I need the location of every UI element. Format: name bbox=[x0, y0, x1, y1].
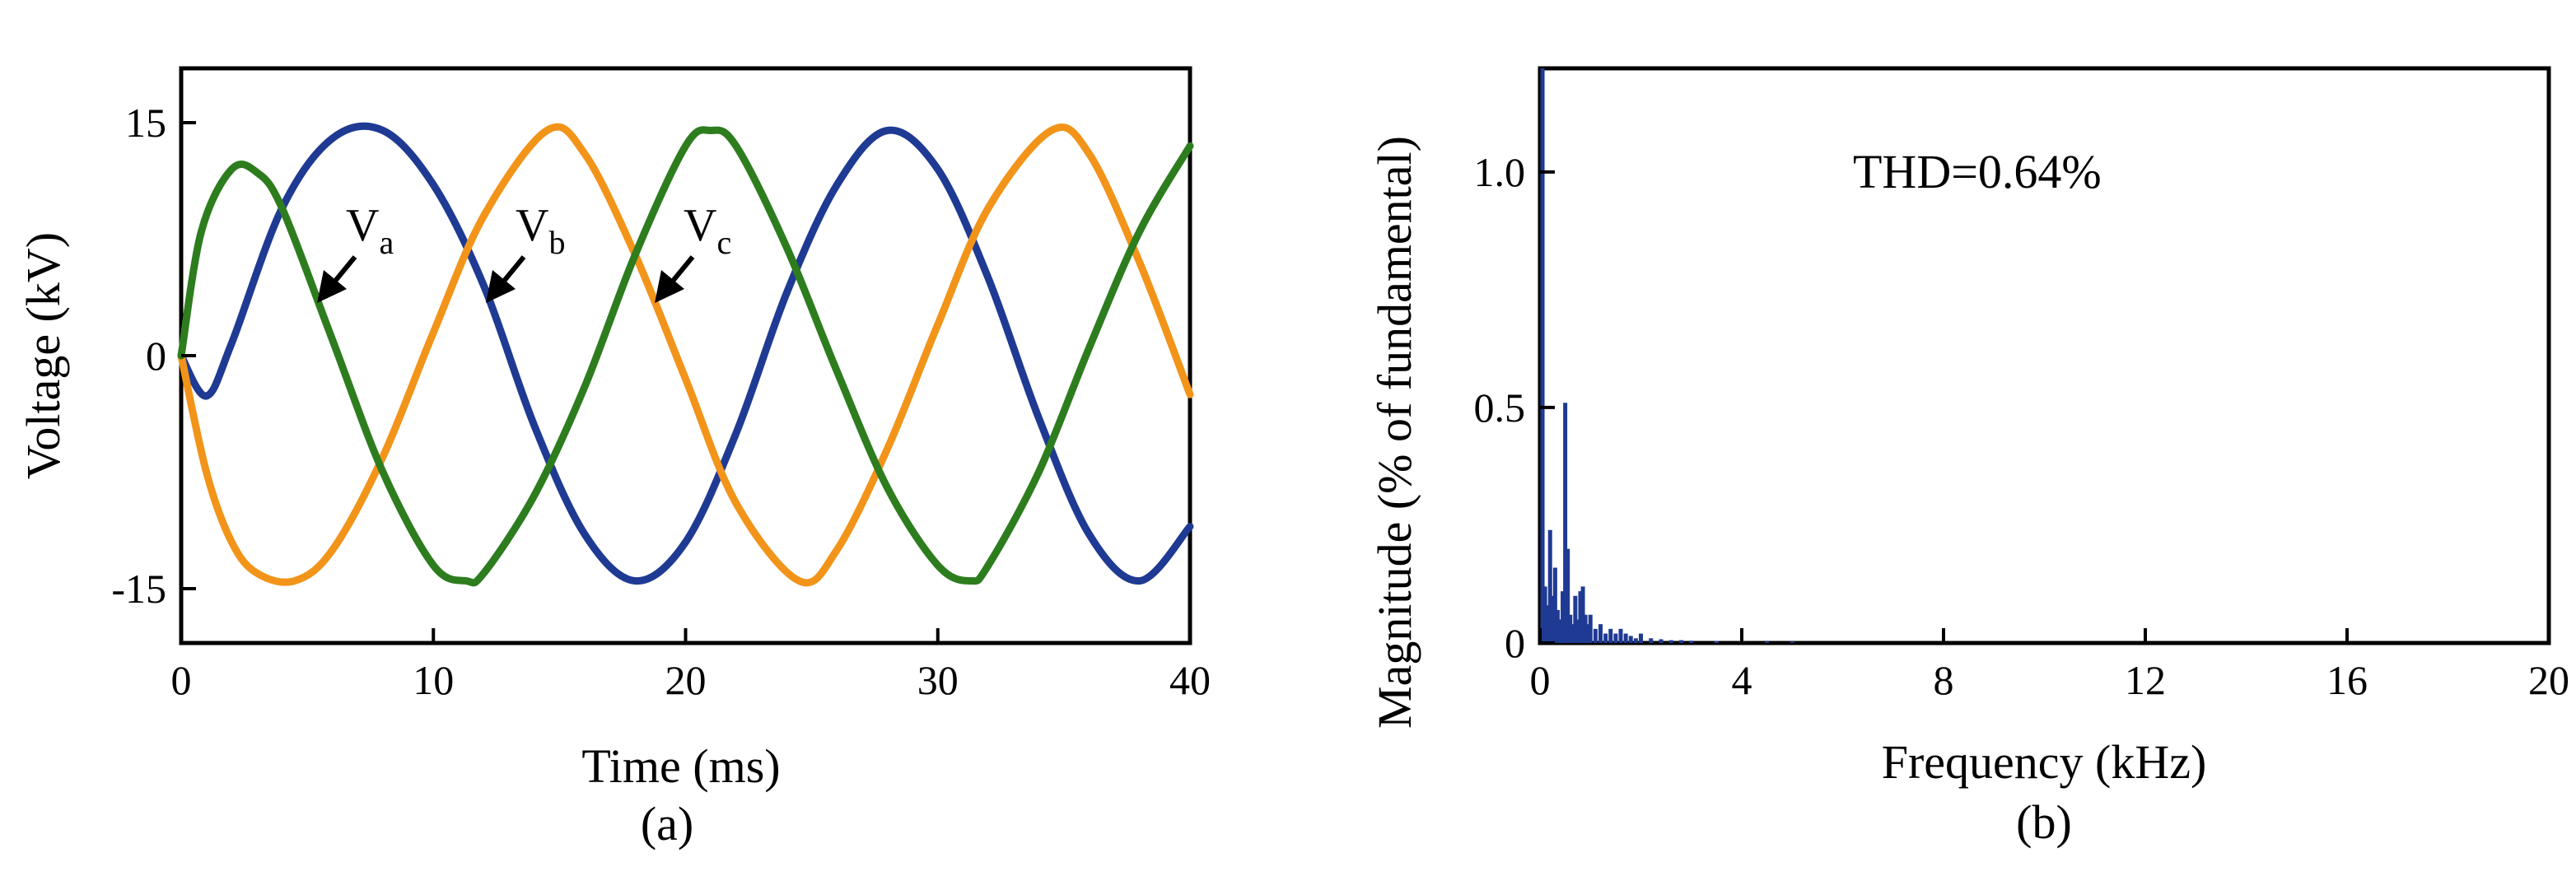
panel-b-bars-group bbox=[1540, 68, 1794, 643]
panel-a-xlabel: Time (ms) bbox=[581, 739, 780, 793]
panel-a-series-group bbox=[177, 122, 1194, 587]
arrow-head bbox=[486, 270, 516, 303]
x-tick-label: 8 bbox=[1934, 657, 1954, 703]
x-tick-label: 0 bbox=[1530, 657, 1551, 703]
series-label-main: V bbox=[684, 200, 716, 251]
panel-a-plot-frame bbox=[179, 66, 1192, 645]
series-label-sub: c bbox=[716, 224, 731, 261]
x-tick-label: 10 bbox=[413, 657, 454, 703]
x-tick-label: 20 bbox=[2528, 657, 2569, 703]
y-tick-label: 0.5 bbox=[1474, 384, 1526, 431]
x-tick-label: 12 bbox=[2125, 657, 2166, 703]
x-tick-label: 16 bbox=[2326, 657, 2368, 703]
panel-b-plot-frame bbox=[1538, 66, 2551, 645]
arrow-head bbox=[317, 270, 347, 303]
arrow-annotation-va: Va bbox=[317, 200, 394, 303]
panel-b-panel-label: (b) bbox=[2016, 795, 2072, 849]
x-tick-label: 30 bbox=[917, 657, 959, 703]
arrow-annotation-vb: Vb bbox=[486, 200, 565, 303]
panel-b-ticks: 0 4 8 12 16 20 0 0.5 1.0 bbox=[1474, 149, 2570, 703]
series-label-main: V bbox=[346, 200, 379, 251]
x-tick-label: 20 bbox=[665, 657, 707, 703]
arrow-head bbox=[655, 270, 684, 303]
arrow-annotation-vc: Vc bbox=[655, 200, 731, 303]
y-tick-label: -15 bbox=[111, 566, 166, 612]
series-label-vb: Vb bbox=[516, 200, 565, 261]
series-label-main: V bbox=[516, 200, 548, 251]
panel-a-ylabel: Voltage (kV) bbox=[16, 232, 70, 479]
panel-b-spectrum-chart: 0 4 8 12 16 20 0 0.5 1.0 THD=0.64% Frequency (kH… bbox=[1368, 66, 2570, 849]
y-tick-label: 1.0 bbox=[1474, 149, 1526, 195]
series-line-vc bbox=[177, 126, 1194, 587]
x-tick-label: 4 bbox=[1732, 657, 1752, 703]
y-tick-label: 0 bbox=[1505, 620, 1525, 666]
series-label-vc: Vc bbox=[684, 200, 731, 261]
x-tick-label: 0 bbox=[171, 657, 192, 703]
x-tick-label: 40 bbox=[1169, 657, 1211, 703]
panel-a-annotations: Va Vb Vc bbox=[317, 200, 731, 303]
y-tick-label: 15 bbox=[125, 100, 166, 146]
series-label-sub: b bbox=[548, 224, 565, 261]
panel-b-ylabel: Magnitude (% of fundamental) bbox=[1368, 136, 1421, 729]
panel-a-panel-label: (a) bbox=[641, 797, 693, 850]
panel-b-xlabel: Frequency (kHz) bbox=[1882, 735, 2207, 789]
series-label-va: Va bbox=[346, 200, 394, 261]
y-tick-label: 0 bbox=[146, 333, 166, 379]
series-line-va bbox=[177, 122, 1194, 585]
series-line-vb bbox=[177, 123, 1194, 587]
series-label-sub: a bbox=[379, 224, 394, 261]
panel-b-thd-annotation: THD=0.64% bbox=[1853, 145, 2102, 198]
